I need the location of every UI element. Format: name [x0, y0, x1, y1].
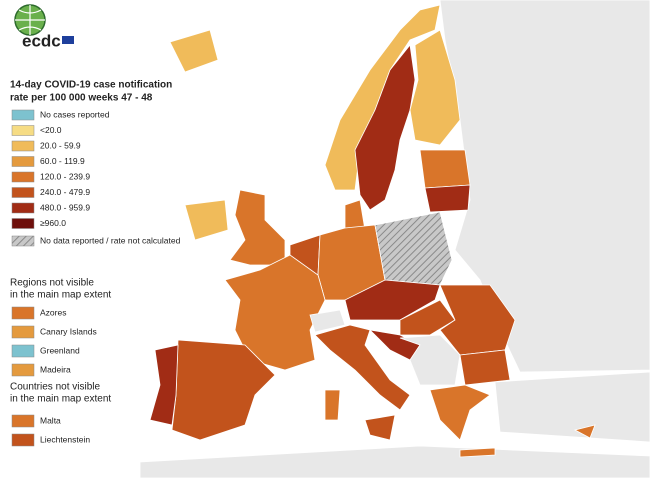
logo: ecdc: [14, 4, 74, 50]
legend-swatch: [11, 306, 35, 320]
legend-label: 240.0 - 479.9: [40, 187, 90, 197]
legend-label: Greenland: [40, 345, 80, 355]
legend-label: 20.0 - 59.9: [40, 140, 81, 150]
logo-text: ecdc: [22, 31, 61, 50]
cyprus: [573, 424, 596, 439]
poland: [374, 211, 453, 286]
regions-heading: in the main map extent: [10, 290, 111, 301]
legend-swatch: [11, 187, 35, 198]
uk: [229, 189, 286, 266]
legend-swatch: [11, 344, 35, 358]
legend: 14-day COVID-19 case notification rate p…: [10, 80, 181, 447]
legend-swatch: [11, 109, 35, 121]
denmark: [344, 199, 366, 231]
eu-flag: [62, 36, 74, 44]
switzerland: [309, 309, 346, 333]
africa: [139, 445, 650, 478]
legend-swatch: [11, 140, 35, 152]
portugal: [149, 344, 179, 426]
countries-heading: Countries not visible: [10, 382, 100, 393]
legend-label: Liechtenstein: [40, 434, 90, 444]
italy: [314, 324, 411, 411]
regions-heading: Regions not visible: [10, 278, 94, 289]
ireland: [184, 199, 229, 241]
finland: [409, 29, 461, 146]
legend-swatch: [11, 433, 35, 447]
baltics: [419, 149, 471, 189]
legend-label: Malta: [40, 415, 61, 425]
legend-swatch: [11, 171, 35, 183]
legend-swatch: [11, 202, 35, 214]
turkey: [494, 371, 650, 443]
lithuania: [424, 184, 471, 213]
iceland: [169, 29, 219, 73]
sicily: [364, 414, 396, 441]
legend-swatch: [11, 414, 35, 428]
legend-swatch: [11, 325, 35, 339]
hungary: [399, 299, 456, 336]
central-europe: [344, 279, 441, 321]
bulgaria: [459, 349, 511, 386]
legend-swatch: [11, 363, 35, 377]
legend-label: Madeira: [40, 364, 71, 374]
countries-heading: in the main map extent: [10, 394, 111, 405]
greece: [429, 384, 491, 441]
legend-label: 60.0 - 119.9: [40, 156, 85, 166]
legend-label: ≥960.0: [40, 218, 66, 228]
map: [139, 0, 650, 478]
legend-title: 14-day COVID-19 case notification: [10, 80, 172, 91]
sweden: [354, 44, 416, 211]
legend-title: rate per 100 000 weeks 47 - 48: [10, 93, 153, 104]
crete: [459, 447, 496, 458]
legend-swatch: [11, 218, 35, 229]
legend-swatch: [11, 125, 35, 136]
legend-label: No cases reported: [40, 109, 110, 119]
legend-label: <20.0: [40, 125, 62, 135]
legend-label: Canary Islands: [40, 326, 97, 336]
france: [224, 254, 326, 371]
legend-swatch: [11, 235, 35, 247]
legend-label: 480.0 - 959.9: [40, 202, 90, 212]
legend-swatch: [11, 156, 35, 167]
legend-label: Azores: [40, 307, 66, 317]
western-balkans: [399, 334, 461, 386]
legend-label: No data reported / rate not calculated: [40, 235, 181, 245]
sardinia: [324, 389, 341, 421]
logo-grid: [15, 5, 45, 35]
legend-label: 120.0 - 239.9: [40, 171, 90, 181]
